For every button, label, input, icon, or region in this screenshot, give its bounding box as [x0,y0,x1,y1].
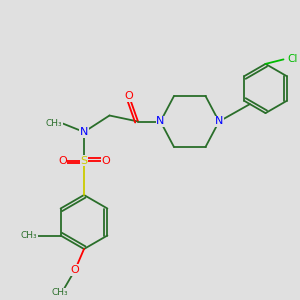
Text: N: N [215,116,223,127]
Text: O: O [70,265,80,275]
Text: Cl: Cl [287,54,298,64]
Text: N: N [156,116,165,127]
Text: O: O [124,91,134,101]
Text: N: N [80,127,88,137]
Text: CH₃: CH₃ [46,118,62,127]
Text: CH₃: CH₃ [21,231,38,240]
Text: O: O [101,155,110,166]
Text: S: S [80,155,88,166]
Text: O: O [58,155,67,166]
Text: CH₃: CH₃ [52,288,68,297]
